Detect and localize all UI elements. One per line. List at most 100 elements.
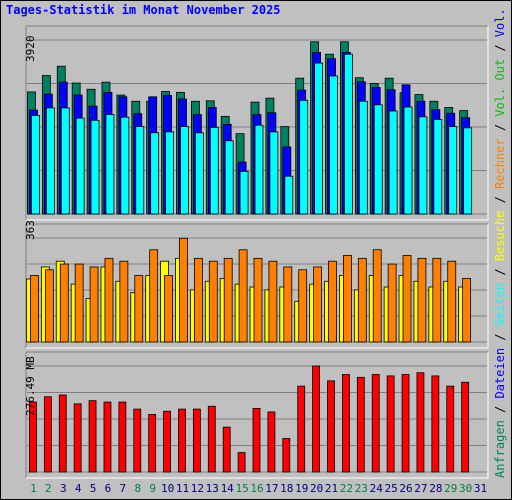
bar-rechner-5 xyxy=(89,266,99,343)
bar-rechner-21 xyxy=(328,260,337,343)
x-tick-label: 16 xyxy=(250,482,264,495)
bar-volumen-26 xyxy=(401,374,410,473)
bar-rechner-8 xyxy=(134,275,144,343)
legend-segment: / xyxy=(493,261,507,283)
chart-title: Tages-Statistik im Monat November 2025 xyxy=(6,3,281,17)
x-tick-label: 18 xyxy=(280,482,294,495)
bar-rechner-16 xyxy=(253,257,263,343)
legend-segment: Vol. Out xyxy=(493,58,507,117)
x-tick-label: 22 xyxy=(339,482,354,495)
bar-rechner-3 xyxy=(59,263,69,343)
legend-segment: / xyxy=(493,188,507,211)
bar-volumen-23 xyxy=(356,376,365,473)
bar-seiten-7 xyxy=(120,116,130,215)
bar-seiten-8 xyxy=(135,126,145,215)
bar-rechner-14 xyxy=(223,257,233,343)
x-tick-label: 25 xyxy=(384,482,398,495)
x-tick-label: 17 xyxy=(265,482,279,495)
bar-rechner-23 xyxy=(357,257,367,343)
bar-seiten-28 xyxy=(433,119,443,215)
x-tick-label: 27 xyxy=(414,482,428,495)
bar-seiten-3 xyxy=(60,107,70,215)
x-tick-label: 13 xyxy=(205,482,219,495)
bar-rechner-1 xyxy=(30,275,39,343)
bar-volumen-14 xyxy=(222,426,231,473)
bar-rechner-6 xyxy=(104,257,114,343)
x-tick-label: 1 xyxy=(30,482,37,495)
x-tick-label: 12 xyxy=(190,482,204,495)
bar-rechner-10 xyxy=(164,275,173,343)
x-tick-label: 19 xyxy=(295,482,309,495)
x-tick-label: 8 xyxy=(134,482,142,495)
bar-volumen-12 xyxy=(192,408,201,473)
bar-volumen-27 xyxy=(416,372,425,473)
x-tick-label: 2 xyxy=(45,482,52,495)
x-tick-label: 23 xyxy=(354,482,368,495)
bar-rechner-28 xyxy=(432,257,442,343)
legend-segment: / xyxy=(493,37,507,59)
bar-seiten-9 xyxy=(150,132,160,215)
bar-volumen-3 xyxy=(58,394,67,473)
bar-volumen-11 xyxy=(178,408,186,473)
bar-seiten-16 xyxy=(254,124,264,215)
x-tick-label: 6 xyxy=(104,482,112,495)
x-tick-label: 9 xyxy=(149,482,156,495)
bar-volumen-21 xyxy=(327,380,335,473)
legend-segment: Anfragen xyxy=(493,420,507,478)
x-tick-label: 29 xyxy=(444,482,458,495)
x-tick-label: 20 xyxy=(309,482,324,495)
legend-segment: Besuche xyxy=(493,210,507,262)
bar-seiten-17 xyxy=(269,131,279,215)
bar-volumen-15 xyxy=(237,452,246,473)
bar-rechner-12 xyxy=(193,257,203,343)
bar-rechner-26 xyxy=(402,255,412,343)
bar-seiten-23 xyxy=(358,100,368,215)
bar-seiten-19 xyxy=(299,99,309,215)
x-tick-label: 11 xyxy=(175,482,190,495)
bar-seiten-29 xyxy=(448,126,458,215)
bar-seiten-20 xyxy=(314,62,324,215)
bar-volumen-20 xyxy=(312,365,321,473)
bar-rechner-2 xyxy=(44,269,54,343)
legend-segment: / xyxy=(493,326,507,348)
bar-seiten-30 xyxy=(463,127,473,215)
bar-seiten-27 xyxy=(418,116,428,215)
x-tick-label: 30 xyxy=(459,482,473,495)
x-tick-label: 7 xyxy=(119,482,127,495)
bar-seiten-15 xyxy=(239,170,249,215)
legend-segment: / xyxy=(493,116,507,139)
bar-rechner-29 xyxy=(447,260,457,343)
bar-volumen-30 xyxy=(461,381,470,473)
bar-rechner-27 xyxy=(417,257,427,343)
bar-rechner-7 xyxy=(119,260,129,343)
bar-rechner-20 xyxy=(313,266,323,343)
x-tick-label: 28 xyxy=(429,482,443,495)
bar-seiten-11 xyxy=(180,126,189,215)
bar-seiten-13 xyxy=(209,127,219,215)
bar-seiten-4 xyxy=(75,117,85,215)
bar-seiten-12 xyxy=(194,132,204,215)
bar-volumen-24 xyxy=(371,374,380,473)
bar-rechner-9 xyxy=(149,249,159,343)
bar-rechner-25 xyxy=(387,263,397,343)
legend-segment: Seiten xyxy=(493,282,507,327)
legend-segment: Dateien xyxy=(493,347,507,399)
bar-rechner-22 xyxy=(343,255,352,343)
bar-seiten-26 xyxy=(403,106,413,215)
bar-volumen-29 xyxy=(446,385,455,473)
bar-seiten-24 xyxy=(373,104,383,215)
legend-vertical: Anfragen / Dateien / Seiten / Besuche / … xyxy=(493,0,507,478)
x-tick-label: 10 xyxy=(160,482,175,495)
x-tick-label: 15 xyxy=(235,482,249,495)
bar-volumen-2 xyxy=(43,396,52,473)
x-tick-label: 21 xyxy=(324,482,339,495)
x-tick-label: 31 xyxy=(473,482,488,495)
bar-rechner-11 xyxy=(179,237,188,343)
bar-rechner-19 xyxy=(298,269,308,343)
bar-volumen-28 xyxy=(431,375,440,473)
bar-rechner-18 xyxy=(283,266,293,343)
x-tick-label: 14 xyxy=(220,482,234,495)
bar-rechner-13 xyxy=(208,260,218,343)
bar-volumen-18 xyxy=(282,438,291,473)
